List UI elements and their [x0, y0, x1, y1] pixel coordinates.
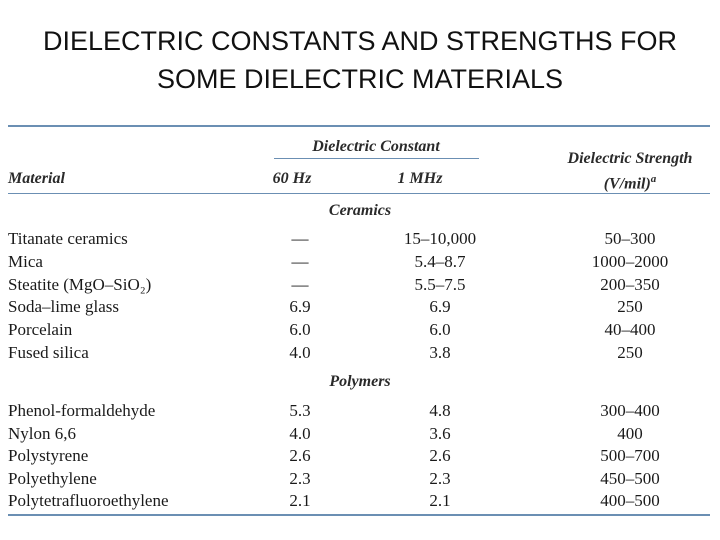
cell-material: Polytetrafluoroethylene: [8, 491, 169, 510]
cell-1mhz: 15–10,000: [403, 229, 477, 248]
column-header-strength: Dielectric Strength: [567, 150, 693, 167]
group-header-dielectric-constant: Dielectric Constant: [312, 138, 440, 155]
cell-1mhz: 4.8: [429, 401, 451, 420]
header-bottom-rule: [8, 193, 710, 194]
cell-60hz: 5.3: [289, 401, 311, 420]
cell-strength: 250: [617, 297, 643, 316]
cell-strength: 40–400: [604, 320, 656, 339]
cell-60hz: —: [291, 229, 309, 248]
cell-material: Mica: [8, 252, 43, 271]
section-header-polymers: Polymers: [329, 373, 391, 390]
cell-1mhz: 3.6: [429, 424, 451, 443]
cell-strength: 250: [617, 343, 643, 362]
cell-1mhz: 5.5–7.5: [414, 275, 466, 294]
column-header-60hz: 60 Hz: [272, 170, 312, 187]
cell-strength: 400: [617, 424, 643, 443]
cell-material: Titanate ceramics: [8, 229, 128, 248]
cell-strength: 300–400: [600, 401, 660, 420]
cell-1mhz: 5.4–8.7: [414, 252, 466, 271]
strength-footnote-mark: a: [650, 173, 657, 185]
cell-material: Soda–lime glass: [8, 297, 119, 316]
strength-unit-text: (V/mil): [603, 175, 651, 193]
cell-60hz: 2.3: [289, 469, 311, 488]
cell-strength: 500–700: [600, 446, 660, 465]
cell-material: Phenol-formaldehyde: [8, 401, 156, 420]
table-bottom-rule: [8, 514, 710, 516]
column-header-1mhz: 1 MHz: [397, 170, 443, 187]
title-line-2: SOME DIELECTRIC MATERIALS: [156, 64, 564, 94]
cell-60hz: 2.6: [289, 446, 311, 465]
group-header-rule: [274, 158, 479, 159]
title-line-1: DIELECTRIC CONSTANTS AND STRENGTHS FOR: [42, 26, 678, 56]
cell-strength: 50–300: [604, 229, 656, 248]
cell-60hz: —: [291, 252, 309, 271]
cell-strength: 450–500: [600, 469, 660, 488]
cell-1mhz: 2.1: [429, 491, 451, 510]
cell-material: Fused silica: [8, 343, 89, 362]
cell-material: Polyethylene: [8, 469, 97, 488]
cell-60hz: 4.0: [289, 424, 311, 443]
cell-60hz: —: [291, 275, 309, 294]
page-title: DIELECTRIC CONSTANTS AND STRENGTHS FOR S…: [0, 22, 720, 98]
cell-strength: 400–500: [600, 491, 660, 510]
column-header-strength-unit: (V/mil)a: [560, 169, 700, 194]
cell-material: Polystyrene: [8, 446, 89, 465]
cell-1mhz: 3.8: [429, 343, 451, 362]
cell-1mhz: 6.0: [429, 320, 451, 339]
cell-60hz: 6.9: [289, 297, 311, 316]
cell-material: Nylon 6,6: [8, 424, 76, 443]
cell-strength: 200–350: [600, 275, 660, 294]
cell-1mhz: 6.9: [429, 297, 451, 316]
cell-60hz: 6.0: [289, 320, 311, 339]
cell-material: Porcelain: [8, 320, 73, 339]
cell-strength: 1000–2000: [591, 252, 669, 271]
column-header-material: Material: [8, 170, 65, 187]
section-header-ceramics: Ceramics: [328, 202, 392, 219]
table-top-rule: [8, 125, 710, 127]
cell-1mhz: 2.3: [429, 469, 451, 488]
cell-60hz: 2.1: [289, 491, 311, 510]
cell-1mhz: 2.6: [429, 446, 451, 465]
cell-60hz: 4.0: [289, 343, 311, 362]
cell-material: Steatite (MgO–SiO₂): [8, 275, 152, 294]
